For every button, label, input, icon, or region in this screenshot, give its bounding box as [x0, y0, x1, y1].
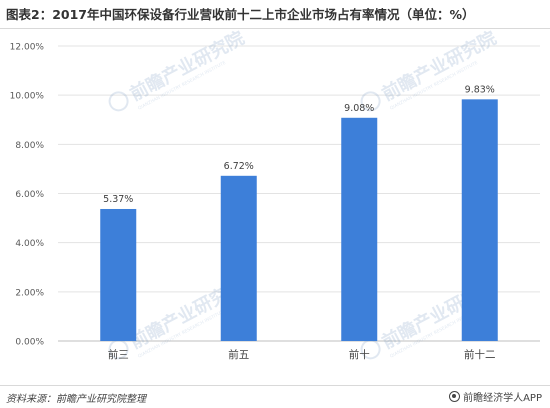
- y-tick-label: 4.00%: [15, 239, 44, 249]
- source-note: 资料来源：前瞻产业研究院整理: [6, 394, 146, 405]
- x-tick-label: 前十: [349, 348, 370, 361]
- x-tick-label: 前三: [108, 348, 129, 361]
- data-label: 6.72%: [224, 161, 254, 172]
- bar: [461, 99, 498, 342]
- y-tick-label: 10.00%: [10, 92, 45, 102]
- watermark-logo-icon: [360, 339, 381, 360]
- y-tick-label: 8.00%: [15, 141, 44, 151]
- bar: [341, 117, 378, 342]
- footer-divider: [0, 385, 550, 386]
- title-divider: [0, 28, 550, 29]
- y-tick-label: 6.00%: [15, 190, 44, 200]
- data-label: 5.37%: [103, 194, 133, 205]
- bar: [220, 175, 257, 341]
- data-label: 9.08%: [344, 103, 374, 114]
- x-tick-label: 前五: [228, 348, 249, 361]
- watermark-logo-icon: [108, 339, 129, 360]
- y-tick-label: 2.00%: [15, 288, 44, 298]
- x-tick-label: 前十二: [464, 348, 496, 361]
- chart-title: 图表2：2017年中国环保设备行业营收前十二上市企业市场占有率情况（单位：%）: [6, 7, 475, 22]
- bar: [100, 208, 137, 341]
- brand-logo-icon: [449, 391, 461, 402]
- watermark-text: 前瞻产业研究院: [126, 30, 248, 105]
- y-tick-label: 0.00%: [15, 338, 44, 348]
- data-label: 9.83%: [465, 84, 495, 95]
- brand-credit: 前瞻经济学人APP: [449, 389, 542, 404]
- watermark-logo-icon: [108, 91, 129, 112]
- y-tick-label: 12.00%: [10, 43, 45, 53]
- brand-label: 前瞻经济学人APP: [463, 393, 542, 404]
- watermark-logo-icon: [360, 91, 381, 112]
- bar-chart: 0.00% 2.00% 4.00% 6.00% 8.00% 10.00% 12.00% 前瞻产…: [10, 30, 540, 361]
